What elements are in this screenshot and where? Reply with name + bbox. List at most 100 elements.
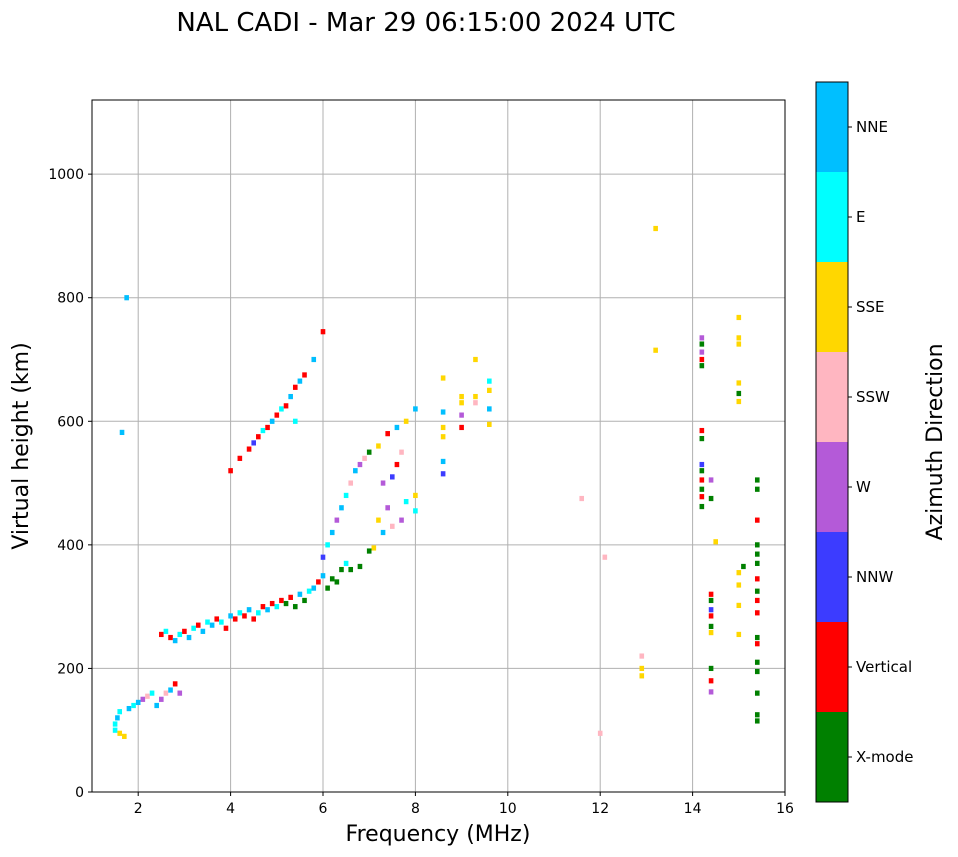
colorbar-segment <box>816 532 848 622</box>
echo-point <box>237 610 243 616</box>
echo-point <box>172 681 178 687</box>
echo-point <box>119 429 125 436</box>
echo-point <box>205 619 210 625</box>
echo-point <box>223 625 229 631</box>
x-axis-label: Frequency (MHz) <box>346 822 531 847</box>
echo-point <box>597 730 603 736</box>
echo-point <box>699 486 705 492</box>
echo-point <box>163 690 169 696</box>
x-axis: 2 4 6 8 10 12 14 16 <box>134 792 794 817</box>
echo-point <box>459 393 464 400</box>
echo-point <box>579 495 585 502</box>
echo-point <box>754 588 760 594</box>
echo-point <box>279 597 284 604</box>
echo-point <box>754 477 760 483</box>
colorbar-label: NNE <box>856 118 888 136</box>
echo-point <box>154 702 159 709</box>
echo-point <box>279 406 284 412</box>
echo-point <box>145 693 150 699</box>
x-tick-label: 8 <box>411 801 420 817</box>
echo-point <box>177 631 183 638</box>
plot-area <box>91 99 786 793</box>
echo-point <box>320 329 326 335</box>
echo-point <box>371 545 377 551</box>
echo-point <box>708 678 714 684</box>
echo-point <box>292 418 298 424</box>
echo-point <box>265 424 270 431</box>
echo-point <box>413 508 418 514</box>
x-tick-label: 12 <box>591 801 609 817</box>
echo-point <box>274 604 280 610</box>
echo-point <box>736 631 742 638</box>
grid-lines <box>92 100 786 793</box>
echo-point <box>260 427 266 434</box>
echo-point <box>708 623 714 630</box>
echo-point <box>708 613 714 619</box>
echo-point <box>195 622 201 628</box>
echo-point <box>246 446 252 452</box>
echo-point <box>316 579 321 585</box>
echo-point <box>292 604 298 610</box>
echo-point <box>708 607 714 613</box>
echo-point <box>357 563 363 570</box>
echo-point <box>135 699 141 706</box>
echo-point <box>366 449 372 455</box>
echo-point <box>251 616 256 622</box>
echo-point <box>754 718 760 724</box>
series-rising-cluster <box>320 406 418 560</box>
echo-point <box>473 393 478 400</box>
echo-point <box>754 634 760 641</box>
echo-point <box>394 424 400 431</box>
colorbar-label: X-mode <box>856 748 913 766</box>
echo-point <box>487 378 492 384</box>
echo-point <box>325 542 330 548</box>
echo-point <box>708 597 714 604</box>
echo-point <box>311 585 317 591</box>
echo-point <box>440 424 446 431</box>
echo-point <box>699 349 705 355</box>
echo-point <box>334 517 340 523</box>
echo-point <box>736 314 742 321</box>
echo-point <box>163 628 169 634</box>
colorbar-segment <box>816 622 848 712</box>
echo-point <box>440 471 446 477</box>
x-tick-label: 16 <box>776 801 794 817</box>
y-tick-label: 600 <box>57 414 84 430</box>
echo-point <box>200 628 206 634</box>
x-tick-label: 2 <box>134 801 143 817</box>
echo-point <box>390 523 395 529</box>
echo-point <box>699 477 705 483</box>
colorbar-label: Vertical <box>856 658 912 676</box>
x-tick-label: 6 <box>319 801 328 817</box>
echo-point <box>639 673 645 679</box>
echo-point <box>320 573 326 579</box>
echo-point <box>699 494 705 500</box>
echo-point <box>394 461 400 468</box>
echo-point <box>440 458 446 465</box>
y-tick-label: 0 <box>75 785 84 801</box>
echo-point <box>459 400 464 406</box>
echo-point <box>699 503 705 510</box>
echo-point <box>251 440 256 446</box>
series-15-mhz-column <box>736 314 760 724</box>
echo-point <box>399 517 404 523</box>
echo-point <box>754 560 760 566</box>
echo-point <box>708 689 714 695</box>
echo-point <box>228 613 233 619</box>
echo-point <box>283 403 289 409</box>
echo-point <box>297 591 303 597</box>
echo-point <box>320 554 326 560</box>
echo-point <box>708 477 714 483</box>
echo-point <box>353 468 358 474</box>
echo-point <box>362 455 367 461</box>
echo-point <box>708 591 714 597</box>
echo-point <box>168 634 173 641</box>
echo-point <box>366 548 372 554</box>
echo-point <box>708 665 714 672</box>
echo-point <box>699 341 705 347</box>
echo-point <box>348 566 354 573</box>
echo-point <box>754 597 760 604</box>
echo-point <box>699 468 705 474</box>
echo-point <box>473 400 478 406</box>
echo-point <box>329 529 335 536</box>
